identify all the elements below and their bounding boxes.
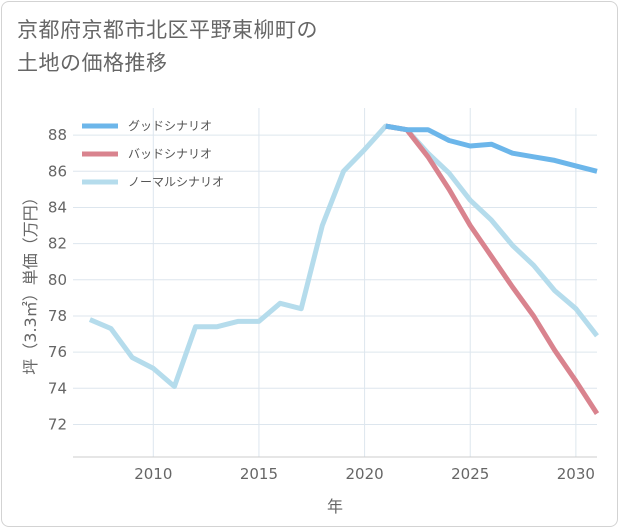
y-tick-label: 82 [48, 235, 67, 253]
y-tick-label: 72 [48, 415, 67, 433]
x-tick-label: 2010 [134, 465, 172, 483]
title-line-2: 土地の価格推移 [17, 51, 168, 75]
series-lines [88, 123, 600, 415]
legend-label-2: バッドシナリオ [128, 147, 212, 161]
legend-label-1: グッドシナリオ [128, 119, 212, 133]
y-axis-title: 坪（3.3㎡）単価（万円） [21, 189, 40, 374]
x-tick-label: 2015 [240, 465, 278, 483]
y-tick-label: 78 [48, 307, 67, 325]
series-line-1 [385, 123, 598, 174]
series-line-3 [88, 123, 599, 389]
y-tick-label: 80 [48, 271, 67, 289]
y-tick-label: 88 [48, 126, 67, 144]
y-tick-label: 84 [48, 198, 67, 216]
legend-label-3: ノーマルシナリオ [128, 175, 224, 189]
y-tick-label: 86 [48, 162, 67, 180]
y-tick-label: 74 [48, 379, 67, 397]
chart-title: 京都府京都市北区平野東柳町の 土地の価格推移 [17, 14, 437, 80]
x-tick-label: 2030 [557, 465, 595, 483]
x-axis-title: 年 [327, 497, 343, 516]
tick-labels: 72 74 76 78 80 82 84 86 88 2010 2015 2020 2025 2030 [48, 126, 595, 483]
x-tick-label: 2025 [451, 465, 489, 483]
title-line-1: 京都府京都市北区平野東柳町の [17, 18, 318, 42]
series-line-2 [385, 123, 600, 415]
y-tick-label: 76 [48, 343, 67, 361]
x-tick-label: 2020 [345, 465, 383, 483]
